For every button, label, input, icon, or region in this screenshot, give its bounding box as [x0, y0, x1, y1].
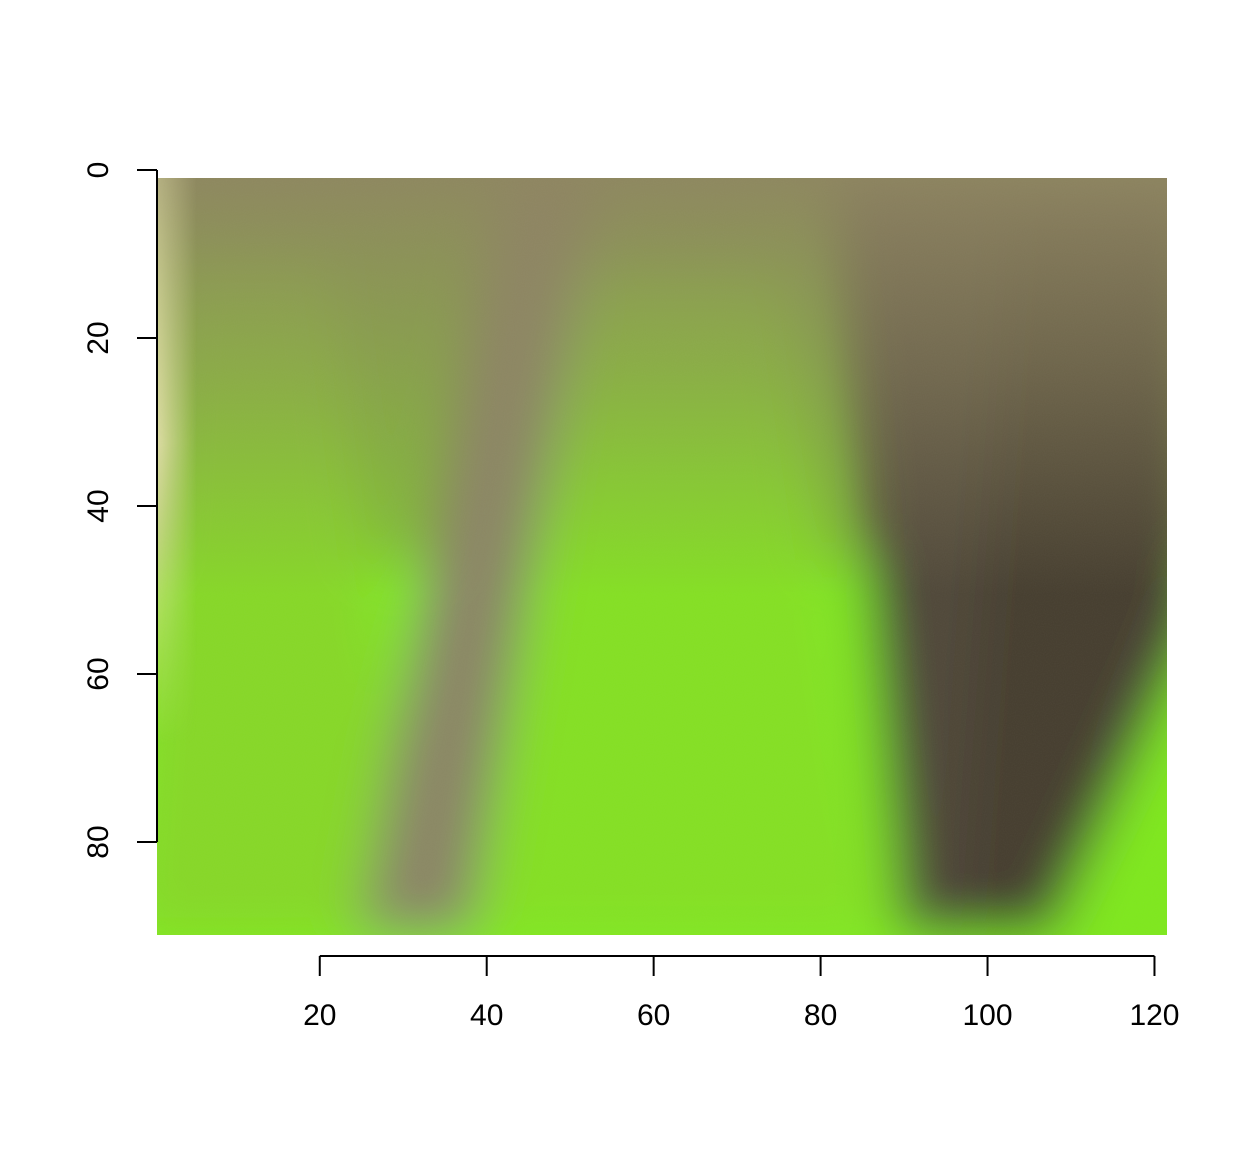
y-tick-label: 0 — [82, 162, 115, 179]
y-tick-label: 60 — [82, 657, 115, 690]
x-tick-label: 120 — [1129, 999, 1179, 1032]
x-tick-label: 60 — [637, 999, 670, 1032]
y-tick-label: 40 — [82, 489, 115, 522]
photo-grain — [157, 178, 1167, 935]
x-axis: 20 40 60 80 100 120 — [303, 955, 1180, 1032]
x-tick-label: 40 — [470, 999, 503, 1032]
photo-raster — [157, 178, 1167, 935]
y-axis: 0 20 40 60 80 — [82, 162, 158, 859]
x-tick-label: 100 — [963, 999, 1013, 1032]
y-tick-label: 20 — [82, 321, 115, 354]
y-tick-label: 80 — [82, 825, 115, 858]
x-tick-label: 80 — [804, 999, 837, 1032]
x-tick-label: 20 — [303, 999, 336, 1032]
